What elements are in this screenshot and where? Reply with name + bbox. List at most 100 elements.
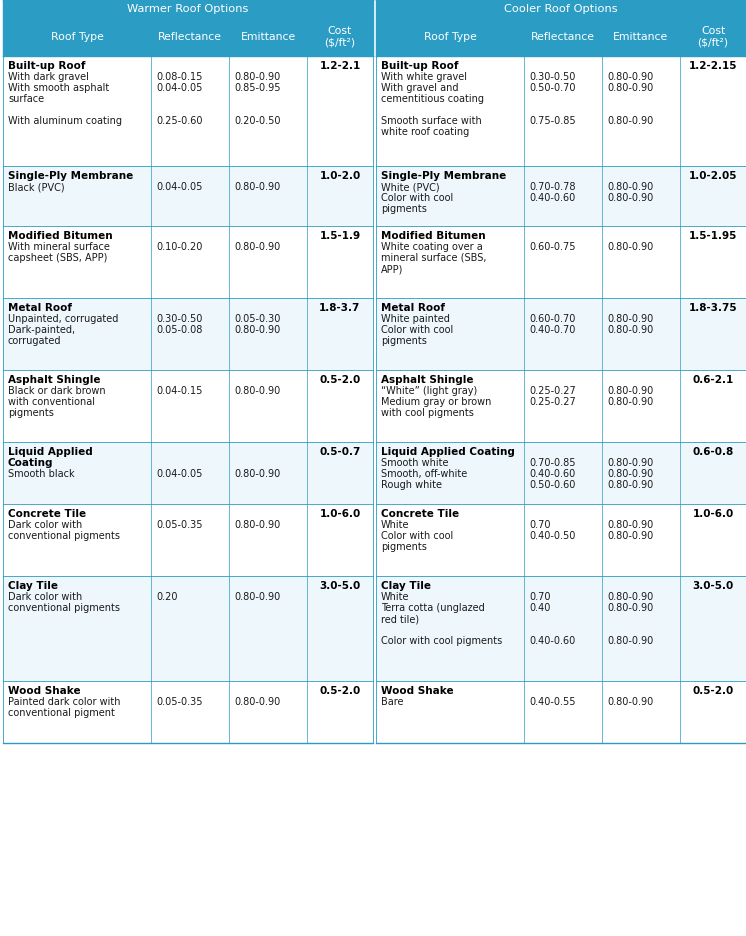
Text: 0.80-0.90: 0.80-0.90 xyxy=(607,636,653,646)
Bar xyxy=(3,18,151,56)
Text: 0.5-2.0: 0.5-2.0 xyxy=(319,375,360,385)
Text: 0.80-0.90: 0.80-0.90 xyxy=(607,469,653,479)
Text: Clay Tile: Clay Tile xyxy=(8,581,58,591)
Text: Color with cool: Color with cool xyxy=(381,193,454,203)
Text: 0.80-0.90: 0.80-0.90 xyxy=(607,386,653,396)
Text: cementitious coating: cementitious coating xyxy=(381,94,484,104)
Bar xyxy=(3,681,373,743)
Bar xyxy=(376,0,746,18)
Text: 0.40-0.70: 0.40-0.70 xyxy=(529,325,575,335)
Text: 1.0-6.0: 1.0-6.0 xyxy=(319,509,360,519)
Text: 0.10-0.20: 0.10-0.20 xyxy=(156,242,202,252)
Text: 0.80-0.90: 0.80-0.90 xyxy=(607,72,653,82)
Bar xyxy=(3,0,373,18)
Text: 0.80-0.90: 0.80-0.90 xyxy=(607,592,653,602)
Text: Dark-painted,: Dark-painted, xyxy=(8,325,75,335)
Text: 0.60-0.75: 0.60-0.75 xyxy=(529,242,575,252)
Text: 0.85-0.95: 0.85-0.95 xyxy=(234,83,280,93)
Text: 1.2-2.1: 1.2-2.1 xyxy=(319,61,360,71)
Text: Dark color with: Dark color with xyxy=(8,592,82,602)
Bar xyxy=(602,18,680,56)
Text: 0.6-2.1: 0.6-2.1 xyxy=(692,375,733,385)
Text: pigments: pigments xyxy=(8,408,54,418)
Text: Black or dark brown: Black or dark brown xyxy=(8,386,106,396)
Text: Smooth, off-white: Smooth, off-white xyxy=(381,469,467,479)
Bar xyxy=(151,18,229,56)
Text: pigments: pigments xyxy=(381,336,427,346)
Text: Dark color with: Dark color with xyxy=(8,520,82,530)
Text: Built-up Roof: Built-up Roof xyxy=(8,61,86,71)
Text: Wood Shake: Wood Shake xyxy=(381,686,454,696)
Text: 0.80-0.90: 0.80-0.90 xyxy=(607,182,653,192)
Text: Painted dark color with: Painted dark color with xyxy=(8,697,121,707)
Bar xyxy=(376,442,746,504)
Text: 0.80-0.90: 0.80-0.90 xyxy=(607,242,653,252)
Text: White painted: White painted xyxy=(381,314,450,324)
Text: With white gravel: With white gravel xyxy=(381,72,467,82)
Text: 0.70: 0.70 xyxy=(529,592,551,602)
Bar xyxy=(3,166,373,226)
Text: Asphalt Shingle: Asphalt Shingle xyxy=(381,375,474,385)
Text: 0.04-0.05: 0.04-0.05 xyxy=(156,182,202,192)
Text: White coating over a: White coating over a xyxy=(381,242,483,252)
Text: 0.5-2.0: 0.5-2.0 xyxy=(319,686,360,696)
Text: 0.30-0.50: 0.30-0.50 xyxy=(156,314,202,324)
Text: Color with cool: Color with cool xyxy=(381,531,454,541)
Text: red tile): red tile) xyxy=(381,614,419,624)
Text: 1.0-2.0: 1.0-2.0 xyxy=(319,171,360,181)
Text: 0.80-0.90: 0.80-0.90 xyxy=(607,480,653,490)
Text: 0.40-0.60: 0.40-0.60 xyxy=(529,193,575,203)
Text: white roof coating: white roof coating xyxy=(381,127,469,137)
Text: With aluminum coating: With aluminum coating xyxy=(8,116,122,126)
Text: Bare: Bare xyxy=(381,697,404,707)
Bar xyxy=(524,18,602,56)
Text: Roof Type: Roof Type xyxy=(51,32,104,42)
Text: White (PVC): White (PVC) xyxy=(381,182,439,192)
Text: 0.80-0.90: 0.80-0.90 xyxy=(234,697,280,707)
Text: 0.80-0.90: 0.80-0.90 xyxy=(234,325,280,335)
Bar xyxy=(376,18,524,56)
Text: Emittance: Emittance xyxy=(613,32,668,42)
Text: Terra cotta (unglazed: Terra cotta (unglazed xyxy=(381,603,485,613)
Text: With smooth asphalt: With smooth asphalt xyxy=(8,83,109,93)
Bar xyxy=(376,56,746,166)
Text: conventional pigments: conventional pigments xyxy=(8,531,120,541)
Text: 1.8-3.7: 1.8-3.7 xyxy=(319,303,360,313)
Text: conventional pigments: conventional pigments xyxy=(8,603,120,613)
Text: 0.04-0.05: 0.04-0.05 xyxy=(156,469,202,479)
Text: 0.80-0.90: 0.80-0.90 xyxy=(607,531,653,541)
Text: conventional pigment: conventional pigment xyxy=(8,708,115,718)
Text: 0.80-0.90: 0.80-0.90 xyxy=(607,697,653,707)
Text: 0.04-0.05: 0.04-0.05 xyxy=(156,83,202,93)
Text: 1.0-2.05: 1.0-2.05 xyxy=(689,171,737,181)
Text: 0.75-0.85: 0.75-0.85 xyxy=(529,116,576,126)
Text: corrugated: corrugated xyxy=(8,336,61,346)
Text: 0.40: 0.40 xyxy=(529,603,551,613)
Text: Roof Type: Roof Type xyxy=(424,32,477,42)
Text: 0.80-0.90: 0.80-0.90 xyxy=(234,469,280,479)
Bar xyxy=(376,370,746,442)
Text: 1.8-3.75: 1.8-3.75 xyxy=(689,303,737,313)
Text: 0.40-0.55: 0.40-0.55 xyxy=(529,697,575,707)
Text: 0.80-0.90: 0.80-0.90 xyxy=(607,116,653,126)
Text: 0.05-0.08: 0.05-0.08 xyxy=(156,325,202,335)
Text: surface: surface xyxy=(8,94,44,104)
Text: 1.2-2.15: 1.2-2.15 xyxy=(689,61,737,71)
Text: Coating: Coating xyxy=(8,458,54,468)
Text: 0.60-0.70: 0.60-0.70 xyxy=(529,314,575,324)
Text: 0.80-0.90: 0.80-0.90 xyxy=(234,592,280,602)
Bar xyxy=(3,370,373,442)
Text: 0.80-0.90: 0.80-0.90 xyxy=(607,397,653,407)
Text: 0.04-0.15: 0.04-0.15 xyxy=(156,386,202,396)
Text: “White” (light gray): “White” (light gray) xyxy=(381,386,477,396)
Text: Black (PVC): Black (PVC) xyxy=(8,182,65,192)
Text: White: White xyxy=(381,520,410,530)
Text: Medium gray or brown: Medium gray or brown xyxy=(381,397,492,407)
Text: 0.50-0.60: 0.50-0.60 xyxy=(529,480,575,490)
Bar xyxy=(3,226,373,298)
Text: Concrete Tile: Concrete Tile xyxy=(8,509,86,519)
Text: 0.25-0.27: 0.25-0.27 xyxy=(529,386,576,396)
Text: 0.70-0.85: 0.70-0.85 xyxy=(529,458,575,468)
Text: 0.80-0.90: 0.80-0.90 xyxy=(607,193,653,203)
Text: Liquid Applied: Liquid Applied xyxy=(8,447,93,457)
